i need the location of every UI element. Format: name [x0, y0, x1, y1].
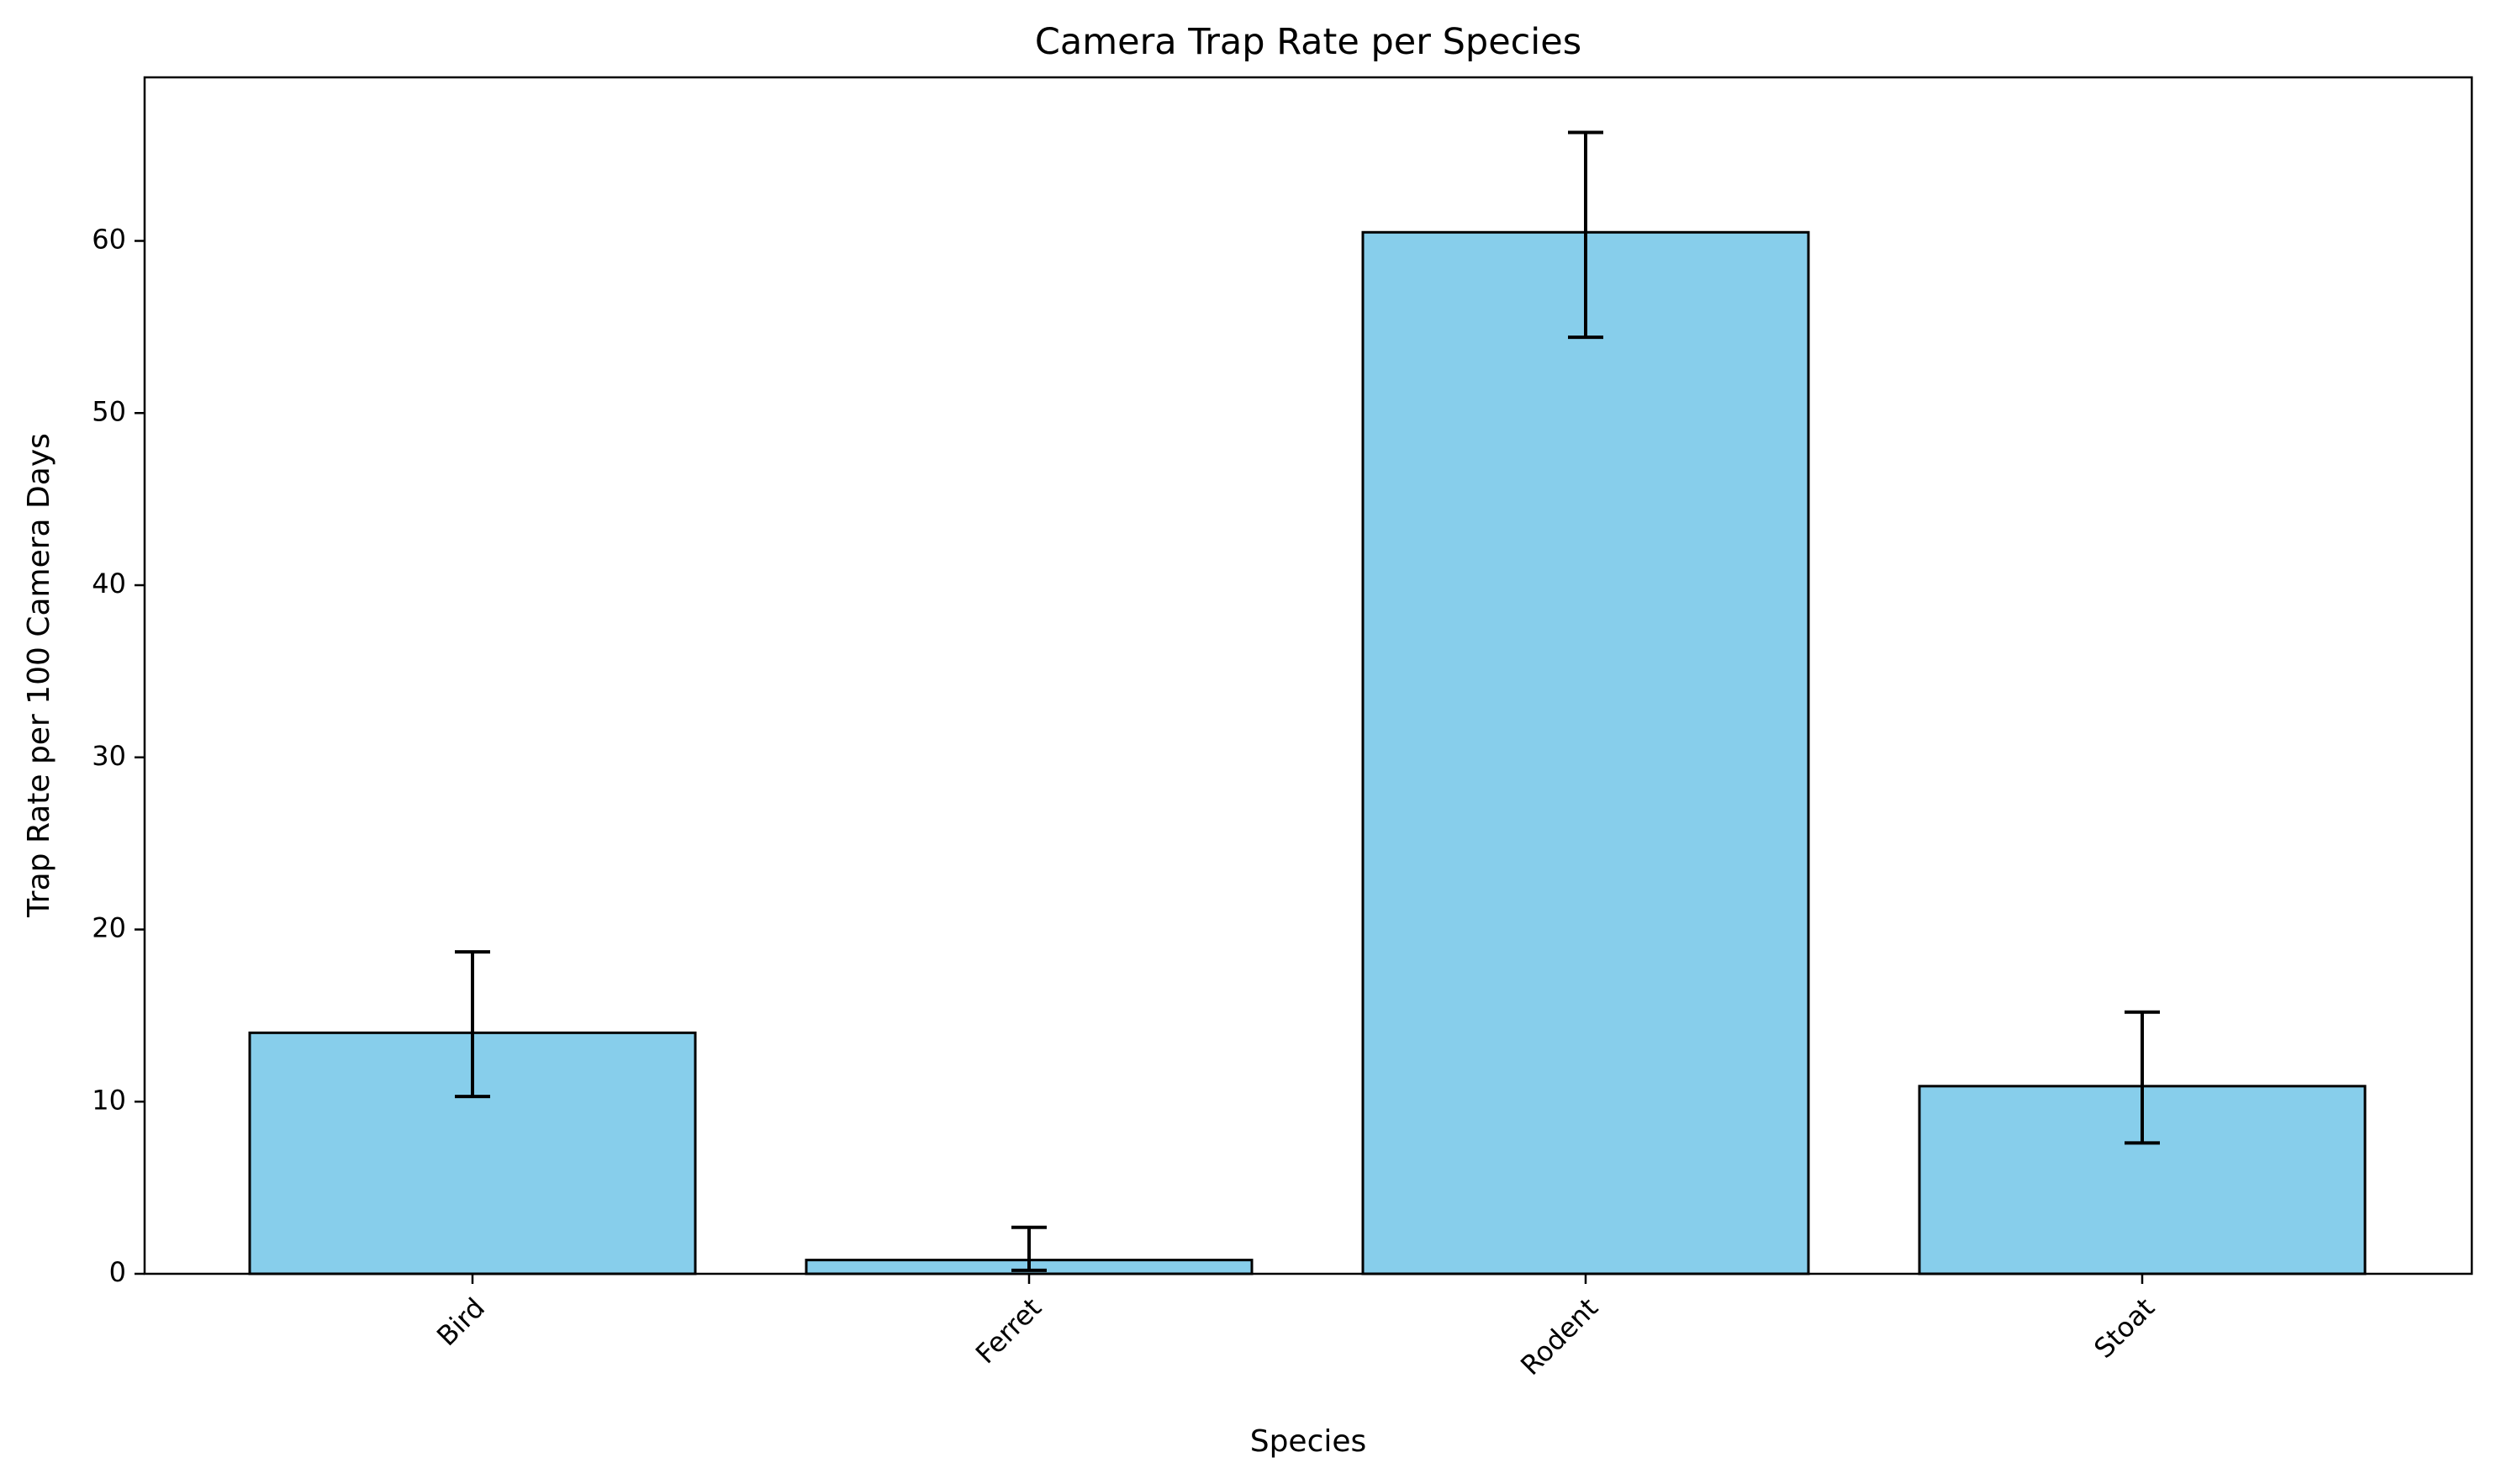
- x-axis-label: Species: [1250, 1424, 1367, 1459]
- y-tick-label-10: 10: [92, 1084, 126, 1116]
- y-tick-label-0: 0: [109, 1256, 126, 1288]
- error-bar-stoat: [2125, 1010, 2160, 1145]
- bars-layer: [248, 230, 2367, 1275]
- plot-area-frame: [143, 76, 2473, 1275]
- chart-title: Camera Trap Rate per Species: [1035, 21, 1581, 63]
- error-bar-ferret: [1011, 1225, 1047, 1272]
- y-tick-label-60: 60: [92, 224, 126, 256]
- y-tick-label-30: 30: [92, 740, 126, 772]
- error-bars-layer: [455, 130, 2160, 1272]
- y-tick-label-20: 20: [92, 912, 126, 944]
- error-bar-rodent: [1568, 130, 1603, 340]
- y-tick-label-50: 50: [92, 395, 126, 427]
- y-axis: 0 10 20 30 40 50 60: [92, 224, 145, 1288]
- y-tick-label-40: 40: [92, 568, 126, 599]
- error-bar-bird: [455, 950, 490, 1099]
- bar-rodent: [1361, 230, 1810, 1275]
- y-axis-label: Trap Rate per 100 Camera Days: [22, 433, 56, 918]
